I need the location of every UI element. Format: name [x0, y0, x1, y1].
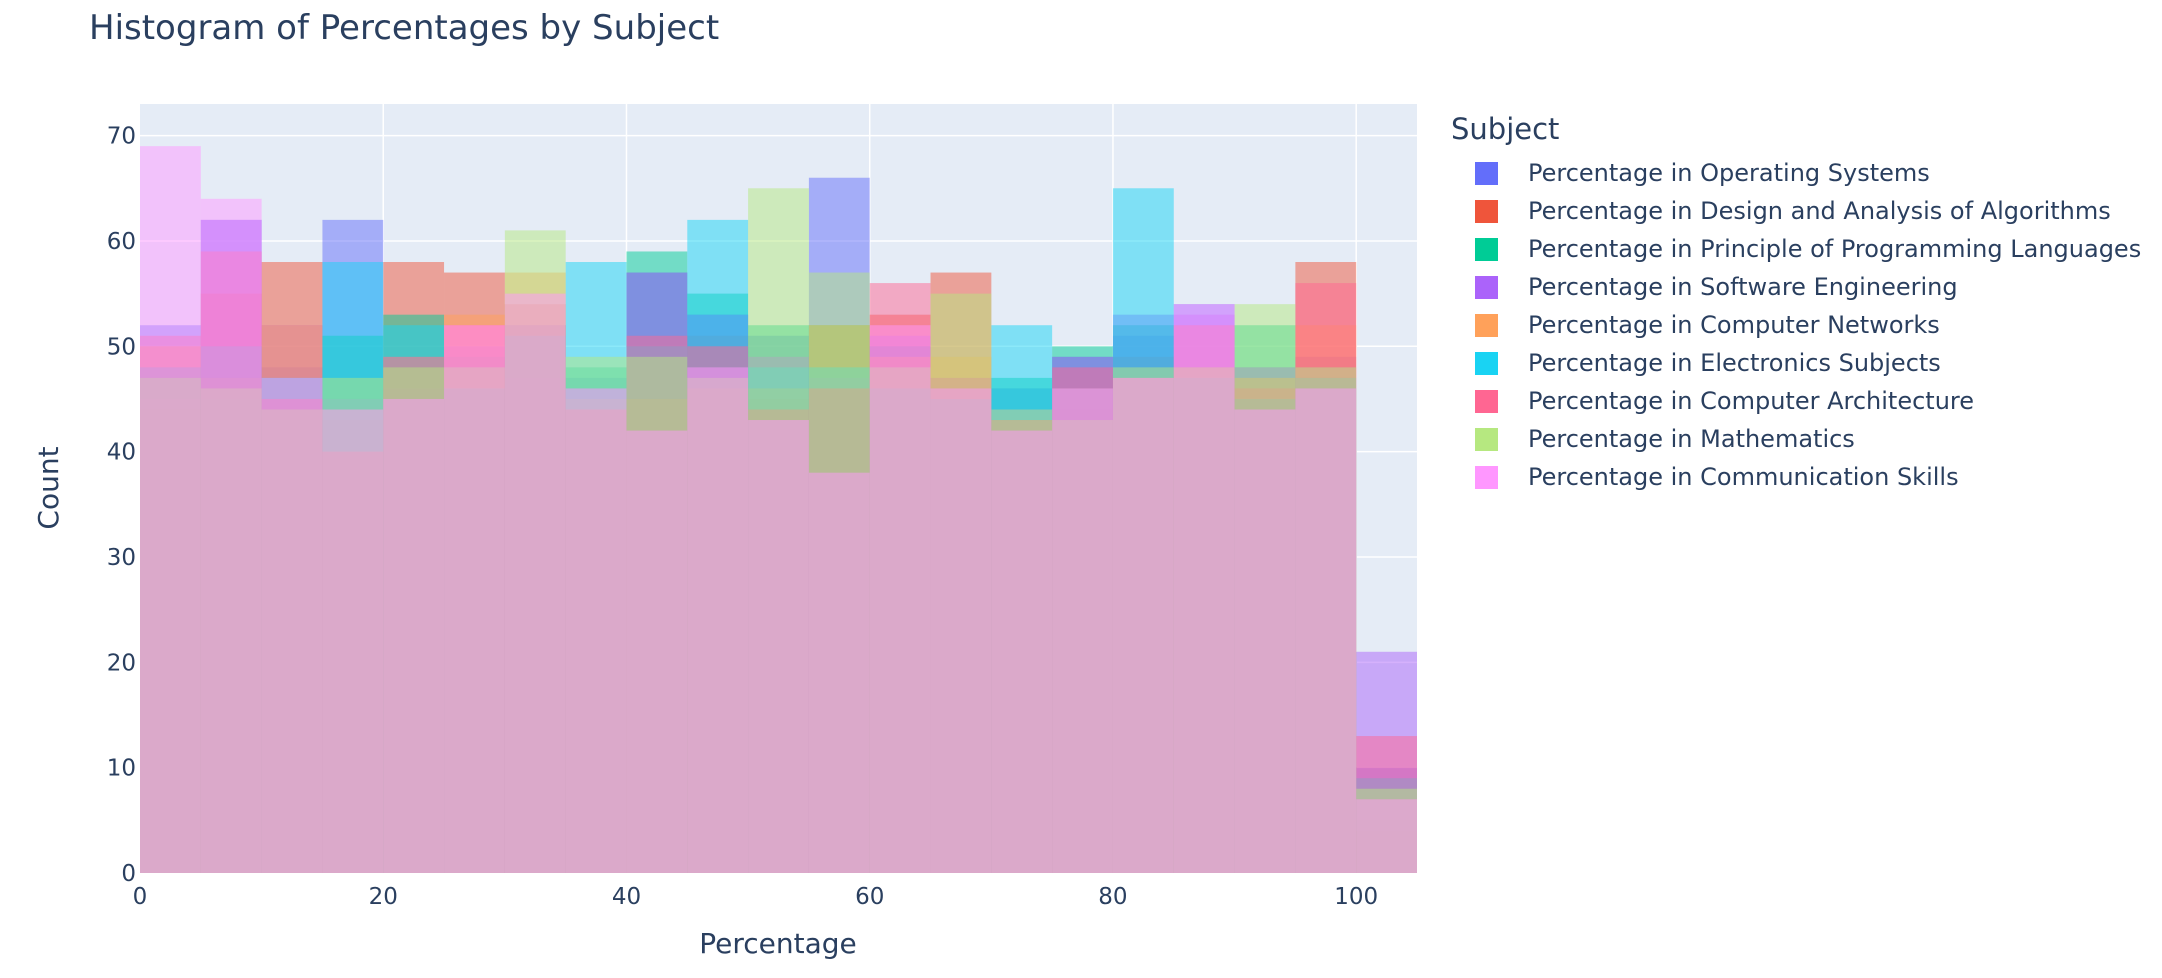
legend-item[interactable]: Percentage in Computer Networks	[1451, 306, 2141, 344]
histogram-bar	[1295, 388, 1357, 873]
histogram-bar	[1052, 388, 1113, 873]
legend-label: Percentage in Computer Architecture	[1528, 387, 1975, 415]
legend-label: Percentage in Electronics Subjects	[1528, 349, 1941, 377]
legend-label: Percentage in Computer Networks	[1528, 311, 1940, 339]
legend-label: Percentage in Principle of Programming L…	[1528, 235, 2142, 263]
histogram-bar	[930, 388, 992, 873]
x-axis-label: Percentage	[699, 927, 857, 960]
legend-label: Percentage in Software Engineering	[1528, 273, 1958, 301]
legend-swatch	[1475, 199, 1498, 223]
bars-layer	[140, 146, 1417, 874]
histogram-bar	[808, 472, 870, 873]
y-tick-label: 40	[107, 440, 136, 466]
histogram-bar	[1234, 409, 1296, 873]
legend-item[interactable]: Percentage in Communication Skills	[1451, 458, 2141, 496]
histogram-bar	[140, 146, 201, 874]
legend-swatch	[1475, 465, 1498, 489]
y-axis-ticks: 0 10 20 30 40 50 60 70	[107, 124, 136, 887]
x-tick-label: 80	[1098, 884, 1127, 910]
legend-label: Percentage in Operating Systems	[1528, 159, 1930, 187]
legend-item[interactable]: Percentage in Principle of Programming L…	[1451, 230, 2141, 268]
y-tick-label: 60	[107, 229, 136, 255]
histogram-bar	[991, 430, 1053, 873]
histogram-bar	[565, 388, 627, 873]
x-tick-label: 20	[369, 884, 398, 910]
legend-items: Percentage in Operating Systems Percentag…	[1451, 154, 2141, 496]
y-tick-label: 30	[107, 545, 136, 571]
legend-swatch	[1475, 275, 1498, 299]
legend-item[interactable]: Percentage in Software Engineering	[1451, 268, 2141, 306]
legend-label: Percentage in Design and Analysis of Alg…	[1528, 197, 2111, 225]
legend-title: Subject	[1451, 112, 1560, 146]
legend-label: Percentage in Communication Skills	[1528, 463, 1959, 491]
histogram-bar	[687, 367, 749, 873]
legend-swatch	[1475, 389, 1498, 413]
y-axis-label: Count	[32, 446, 65, 529]
legend-item[interactable]: Percentage in Computer Architecture	[1451, 382, 2141, 420]
x-tick-label: 40	[612, 884, 641, 910]
histogram-bar	[383, 398, 445, 873]
y-tick-label: 50	[107, 334, 136, 360]
histogram-bar	[748, 420, 809, 873]
histogram-bar	[1112, 377, 1174, 873]
histogram-bar	[1356, 799, 1417, 873]
legend-swatch	[1475, 351, 1498, 375]
x-tick-label: 0	[133, 884, 148, 910]
legend-swatch	[1475, 237, 1498, 261]
histogram-bar	[322, 409, 384, 873]
x-axis-ticks: 0 20 40 60 80 100	[133, 884, 1378, 910]
y-tick-label: 10	[107, 756, 136, 782]
histogram-bar	[444, 325, 505, 873]
series-group	[140, 146, 1417, 874]
legend-label: Percentage in Mathematics	[1528, 425, 1855, 453]
y-tick-label: 0	[121, 861, 136, 887]
histogram-bar	[626, 430, 688, 873]
histogram-bar	[869, 325, 931, 873]
histogram-bar	[504, 293, 566, 873]
histogram-bar	[200, 198, 262, 873]
y-tick-label: 70	[107, 124, 136, 150]
legend-swatch	[1475, 313, 1498, 337]
legend-item[interactable]: Percentage in Electronics Subjects	[1451, 344, 2141, 382]
histogram-bar	[1173, 304, 1235, 873]
legend-swatch	[1475, 427, 1498, 451]
y-tick-label: 20	[107, 650, 136, 676]
legend-item[interactable]: Percentage in Mathematics	[1451, 420, 2141, 458]
legend-item[interactable]: Percentage in Operating Systems	[1451, 154, 2141, 192]
legend-swatch	[1475, 161, 1498, 185]
legend: Subject Percentage in Operating Systems P…	[1451, 112, 2141, 496]
legend-item[interactable]: Percentage in Design and Analysis of Alg…	[1451, 192, 2141, 230]
x-tick-label: 60	[855, 884, 884, 910]
histogram-bar	[261, 377, 323, 873]
chart-title: Histogram of Percentages by Subject	[89, 8, 720, 48]
x-tick-label: 100	[1334, 884, 1378, 910]
